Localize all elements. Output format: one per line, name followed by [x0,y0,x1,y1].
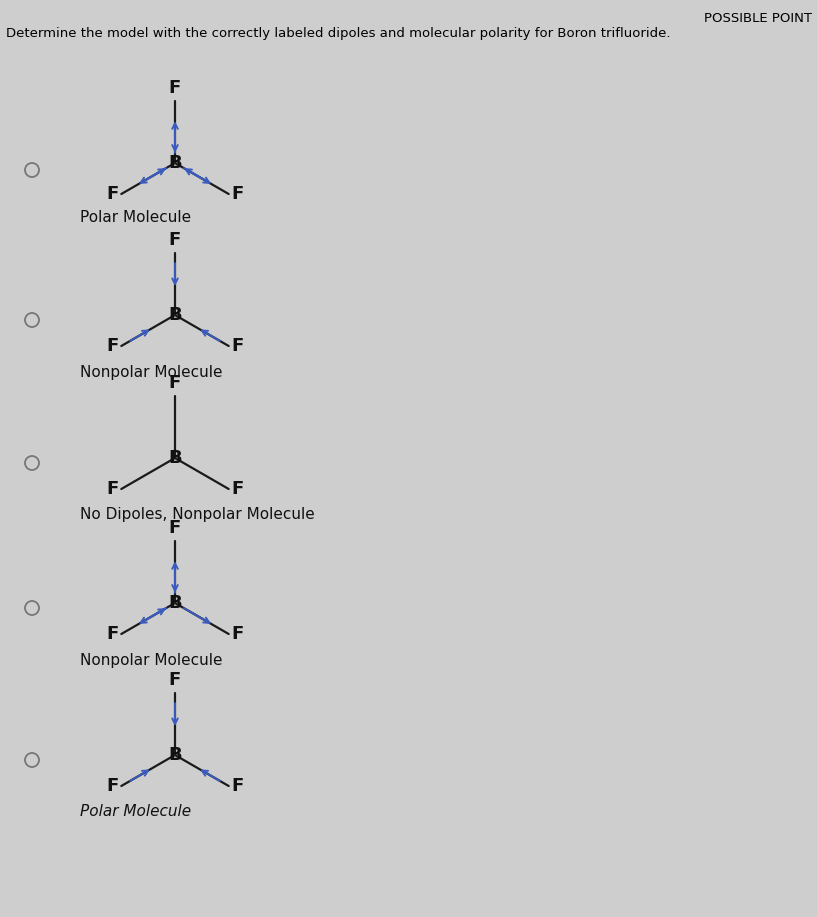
Text: B: B [168,306,182,324]
Text: Polar Molecule: Polar Molecule [80,211,191,226]
Text: F: F [106,625,118,643]
Text: F: F [232,480,244,498]
Text: B: B [168,449,182,467]
Text: Nonpolar Molecule: Nonpolar Molecule [80,366,222,381]
Text: F: F [169,374,181,392]
Text: F: F [169,79,181,97]
Text: B: B [168,154,182,172]
Text: F: F [106,480,118,498]
Text: POSSIBLE POINT: POSSIBLE POINT [704,12,812,25]
Text: F: F [232,337,244,355]
Text: B: B [168,594,182,612]
Text: B: B [168,746,182,764]
Text: Nonpolar Molecule: Nonpolar Molecule [80,653,222,668]
Text: F: F [106,777,118,795]
Text: F: F [169,519,181,536]
Text: F: F [232,625,244,643]
Text: No Dipoles, Nonpolar Molecule: No Dipoles, Nonpolar Molecule [80,507,315,523]
Text: F: F [169,671,181,689]
Text: Polar Molecule: Polar Molecule [80,804,191,820]
Text: F: F [169,231,181,249]
Text: Determine the model with the correctly labeled dipoles and molecular polarity fo: Determine the model with the correctly l… [6,27,671,40]
Text: F: F [106,185,118,203]
Text: F: F [106,337,118,355]
Text: F: F [232,185,244,203]
Text: F: F [232,777,244,795]
